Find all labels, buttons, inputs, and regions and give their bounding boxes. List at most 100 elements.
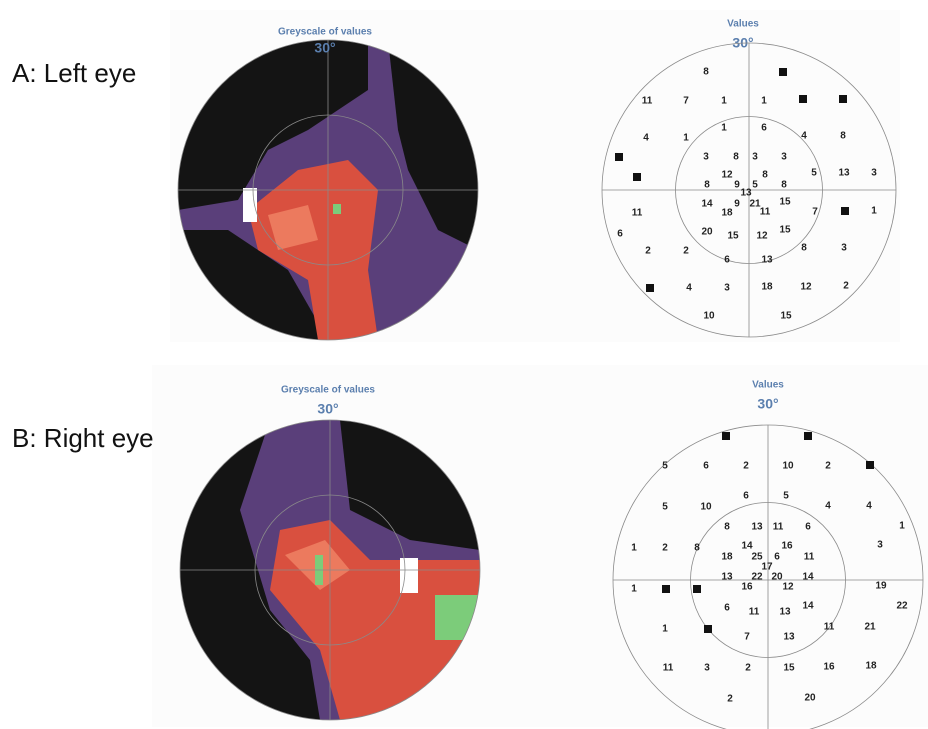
value-number: 3 — [724, 283, 730, 294]
greyscale-degrees: 30° — [314, 40, 335, 56]
value-number: 2 — [645, 246, 651, 257]
map-region — [178, 40, 368, 210]
value-number: 5 — [662, 502, 668, 513]
map-region — [268, 205, 318, 250]
values-degrees: 30° — [732, 35, 753, 51]
value-number: 14 — [802, 572, 814, 583]
value-number: 2 — [743, 461, 749, 472]
value-number: 21 — [749, 199, 761, 210]
value-number: 3 — [781, 152, 787, 163]
greyscale-degrees: 30° — [317, 401, 338, 417]
absent-point — [662, 585, 670, 593]
absent-point — [841, 207, 849, 215]
value-number: 11 — [773, 522, 784, 533]
value-number: 8 — [724, 522, 730, 533]
value-number: 11 — [663, 663, 674, 674]
value-number: 1 — [631, 584, 637, 595]
values-degrees: 30° — [757, 396, 778, 412]
value-number: 15 — [779, 225, 791, 236]
value-number: 18 — [721, 208, 733, 219]
value-number: 18 — [721, 552, 733, 563]
value-number: 6 — [724, 255, 730, 266]
value-number: 13 — [761, 255, 773, 266]
value-number: 8 — [840, 131, 846, 142]
value-number: 18 — [761, 282, 773, 293]
value-number: 2 — [662, 543, 668, 554]
value-number: 7 — [744, 632, 750, 643]
value-number: 1 — [761, 96, 767, 107]
value-number: 10 — [700, 502, 712, 513]
value-number: 14 — [701, 199, 713, 210]
value-number: 20 — [804, 693, 816, 704]
value-number: 6 — [724, 603, 730, 614]
value-number: 4 — [866, 501, 872, 512]
value-number: 8 — [762, 170, 768, 181]
value-number: 2 — [745, 663, 751, 674]
value-number: 21 — [864, 622, 876, 633]
value-number: 20 — [701, 227, 713, 238]
value-number: 10 — [703, 311, 715, 322]
value-number: 7 — [683, 96, 689, 107]
value-number: 5 — [662, 461, 668, 472]
value-number: 13 — [838, 168, 850, 179]
value-number: 2 — [843, 281, 849, 292]
values-title: Values — [752, 380, 784, 391]
absent-point — [704, 625, 712, 633]
map-region — [333, 204, 341, 214]
value-number: 13 — [783, 632, 795, 643]
value-number: 5 — [752, 180, 758, 191]
absent-point — [866, 461, 874, 469]
panel-label: B: Right eye — [12, 423, 154, 453]
value-number: 3 — [703, 152, 709, 163]
value-number: 1 — [683, 133, 689, 144]
value-number: 8 — [703, 67, 709, 78]
value-number: 13 — [779, 607, 791, 618]
value-number: 3 — [704, 663, 710, 674]
value-number: 20 — [771, 572, 783, 583]
value-number: 6 — [703, 461, 709, 472]
value-number: 1 — [662, 624, 668, 635]
greyscale-title: Greyscale of values — [281, 385, 375, 396]
value-number: 16 — [741, 582, 753, 593]
value-number: 11 — [804, 552, 815, 563]
value-number: 15 — [780, 311, 792, 322]
value-number: 22 — [896, 601, 908, 612]
absent-point — [646, 284, 654, 292]
value-number: 11 — [632, 208, 643, 219]
value-number: 14 — [802, 601, 814, 612]
value-number: 3 — [877, 540, 883, 551]
value-number: 3 — [841, 243, 847, 254]
value-number: 1 — [721, 96, 727, 107]
value-number: 6 — [805, 522, 811, 533]
value-number: 1 — [631, 543, 637, 554]
value-number: 4 — [686, 283, 692, 294]
absent-point — [839, 95, 847, 103]
value-number: 16 — [781, 541, 793, 552]
value-number: 1 — [899, 521, 905, 532]
value-number: 13 — [751, 522, 763, 533]
value-number: 3 — [871, 168, 877, 179]
absent-point — [693, 585, 701, 593]
value-number: 8 — [733, 152, 739, 163]
value-number: 6 — [617, 229, 623, 240]
value-number: 8 — [781, 180, 787, 191]
value-number: 7 — [812, 207, 818, 218]
value-number: 5 — [783, 491, 789, 502]
value-number: 1 — [871, 206, 877, 217]
value-number: 18 — [865, 661, 877, 672]
greyscale-map-a — [177, 39, 479, 341]
value-number: 12 — [721, 170, 733, 181]
map-region — [248, 160, 378, 340]
value-number: 17 — [761, 562, 773, 573]
greyscale-map-b — [179, 419, 481, 721]
value-number: 4 — [825, 501, 831, 512]
value-number: 13 — [721, 572, 733, 583]
value-number: 3 — [752, 152, 758, 163]
value-number: 11 — [749, 607, 760, 618]
value-number: 6 — [774, 552, 780, 563]
absent-point — [633, 173, 641, 181]
value-number: 15 — [783, 663, 795, 674]
value-number: 9 — [734, 180, 740, 191]
value-number: 13 — [740, 188, 752, 199]
value-number: 15 — [779, 197, 791, 208]
